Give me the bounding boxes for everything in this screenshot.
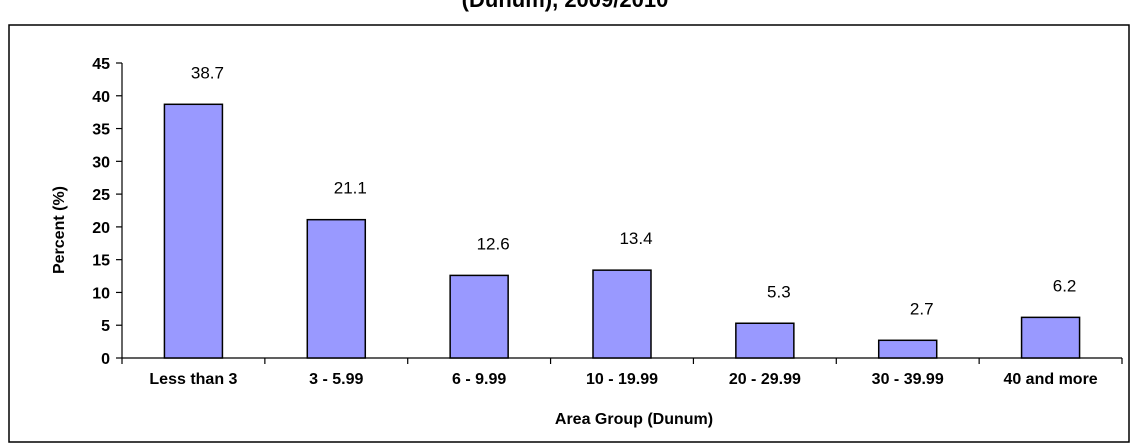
y-tick-label: 35 <box>92 122 110 139</box>
data-label: 6.2 <box>1053 276 1077 295</box>
bar <box>306 218 367 359</box>
bar <box>592 269 652 359</box>
y-tick-label: 40 <box>92 89 110 106</box>
data-label: 2.7 <box>910 299 934 318</box>
x-tick-label: 40 and more <box>1003 371 1097 388</box>
bars <box>163 103 1081 359</box>
data-label: 38.7 <box>191 63 224 82</box>
data-label: 5.3 <box>767 282 791 301</box>
x-tick-label: 30 - 39.99 <box>872 371 944 388</box>
y-tick-label: 0 <box>101 351 110 368</box>
bar <box>163 103 224 359</box>
data-label: 21.1 <box>334 179 367 198</box>
chart-title: (Dunum), 2009/2010 <box>462 0 669 12</box>
data-label: 13.4 <box>619 229 652 248</box>
y-tick-label: 20 <box>92 220 110 237</box>
y-tick-label: 45 <box>92 56 110 73</box>
x-tick-label: 20 - 29.99 <box>729 371 801 388</box>
x-axis: Less than 3 3 - 5.99 6 - 9.99 10 - 19.99 20 … <box>121 357 1123 388</box>
x-tick-label: 10 - 19.99 <box>586 371 658 388</box>
x-tick-label: 3 - 5.99 <box>309 371 363 388</box>
y-tick-label: 5 <box>101 318 110 335</box>
y-tick-label: 10 <box>92 285 110 302</box>
x-tick-label: 6 - 9.99 <box>452 371 506 388</box>
x-axis-label: Area Group (Dunum) <box>555 411 713 428</box>
y-tick-label: 25 <box>92 187 110 204</box>
y-tick-label: 15 <box>92 253 110 270</box>
x-tick-label: Less than 3 <box>149 371 237 388</box>
data-labels: 38.7 21.1 12.6 13.4 5.3 2.7 6.2 <box>191 63 1077 318</box>
data-label: 12.6 <box>477 234 510 253</box>
y-axis: 0 5 10 15 20 25 30 35 40 45 <box>92 56 123 368</box>
y-axis-label: Percent (%) <box>51 186 68 274</box>
bar <box>449 274 509 359</box>
y-tick-label: 30 <box>92 154 110 171</box>
bar <box>877 339 938 359</box>
bar <box>735 322 795 359</box>
bar <box>1020 316 1081 359</box>
